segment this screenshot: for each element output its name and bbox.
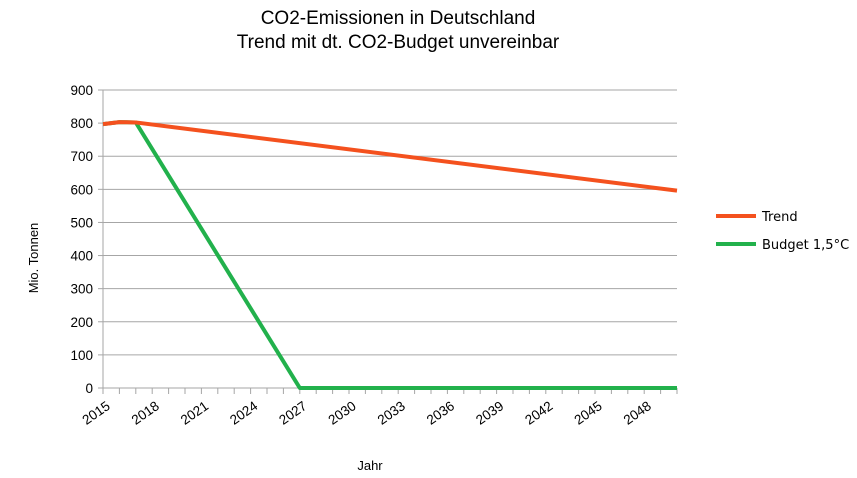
legend-label-trend: Trend <box>761 210 798 225</box>
y-tick-label: 300 <box>70 282 93 297</box>
x-tick-label: 2024 <box>227 398 261 428</box>
series-lines <box>102 120 678 390</box>
x-tick-label: 2036 <box>424 398 457 428</box>
y-axis-label: Mio. Tonnen <box>26 223 41 294</box>
chart-subtitle: Trend mit dt. CO2-Budget unvereinbar <box>237 32 560 53</box>
x-tick-label: 2021 <box>178 398 211 428</box>
x-axis-label: Jahr <box>357 458 383 473</box>
x-tick-label: 2042 <box>522 398 555 428</box>
axes <box>102 90 678 394</box>
y-tick-label: 100 <box>70 348 93 363</box>
legend-label-budget: Budget 1,5°C <box>762 238 849 253</box>
y-tick-label: 200 <box>70 315 93 330</box>
legend: Trend Budget 1,5°C <box>716 210 849 253</box>
x-tick-labels: 2015 2018 2021 2024 2027 2030 2033 2036 2039 2042… <box>80 398 654 428</box>
x-tick-label: 2018 <box>129 398 162 428</box>
y-tick-labels: 0 100 200 300 400 500 600 700 800 900 <box>70 83 93 396</box>
x-tick-label: 2027 <box>276 398 309 428</box>
x-tick-label: 2033 <box>375 398 408 428</box>
y-tick-label: 600 <box>70 182 93 197</box>
x-tick-label: 2030 <box>326 398 359 428</box>
series-line-trend <box>102 120 678 193</box>
x-tick-label: 2039 <box>473 398 506 428</box>
y-tick-label: 0 <box>85 381 93 396</box>
x-tick-label: 2015 <box>80 398 113 428</box>
chart-title: CO2-Emissionen in Deutschland <box>261 8 536 29</box>
x-tick-label: 2045 <box>572 398 605 428</box>
x-tick-label: 2048 <box>621 398 654 428</box>
y-tick-label: 900 <box>70 83 93 98</box>
y-tick-label: 800 <box>70 116 93 131</box>
y-tick-label: 400 <box>70 249 93 264</box>
grid-lines <box>98 89 677 389</box>
y-tick-label: 700 <box>70 149 93 164</box>
y-tick-label: 500 <box>70 215 93 230</box>
